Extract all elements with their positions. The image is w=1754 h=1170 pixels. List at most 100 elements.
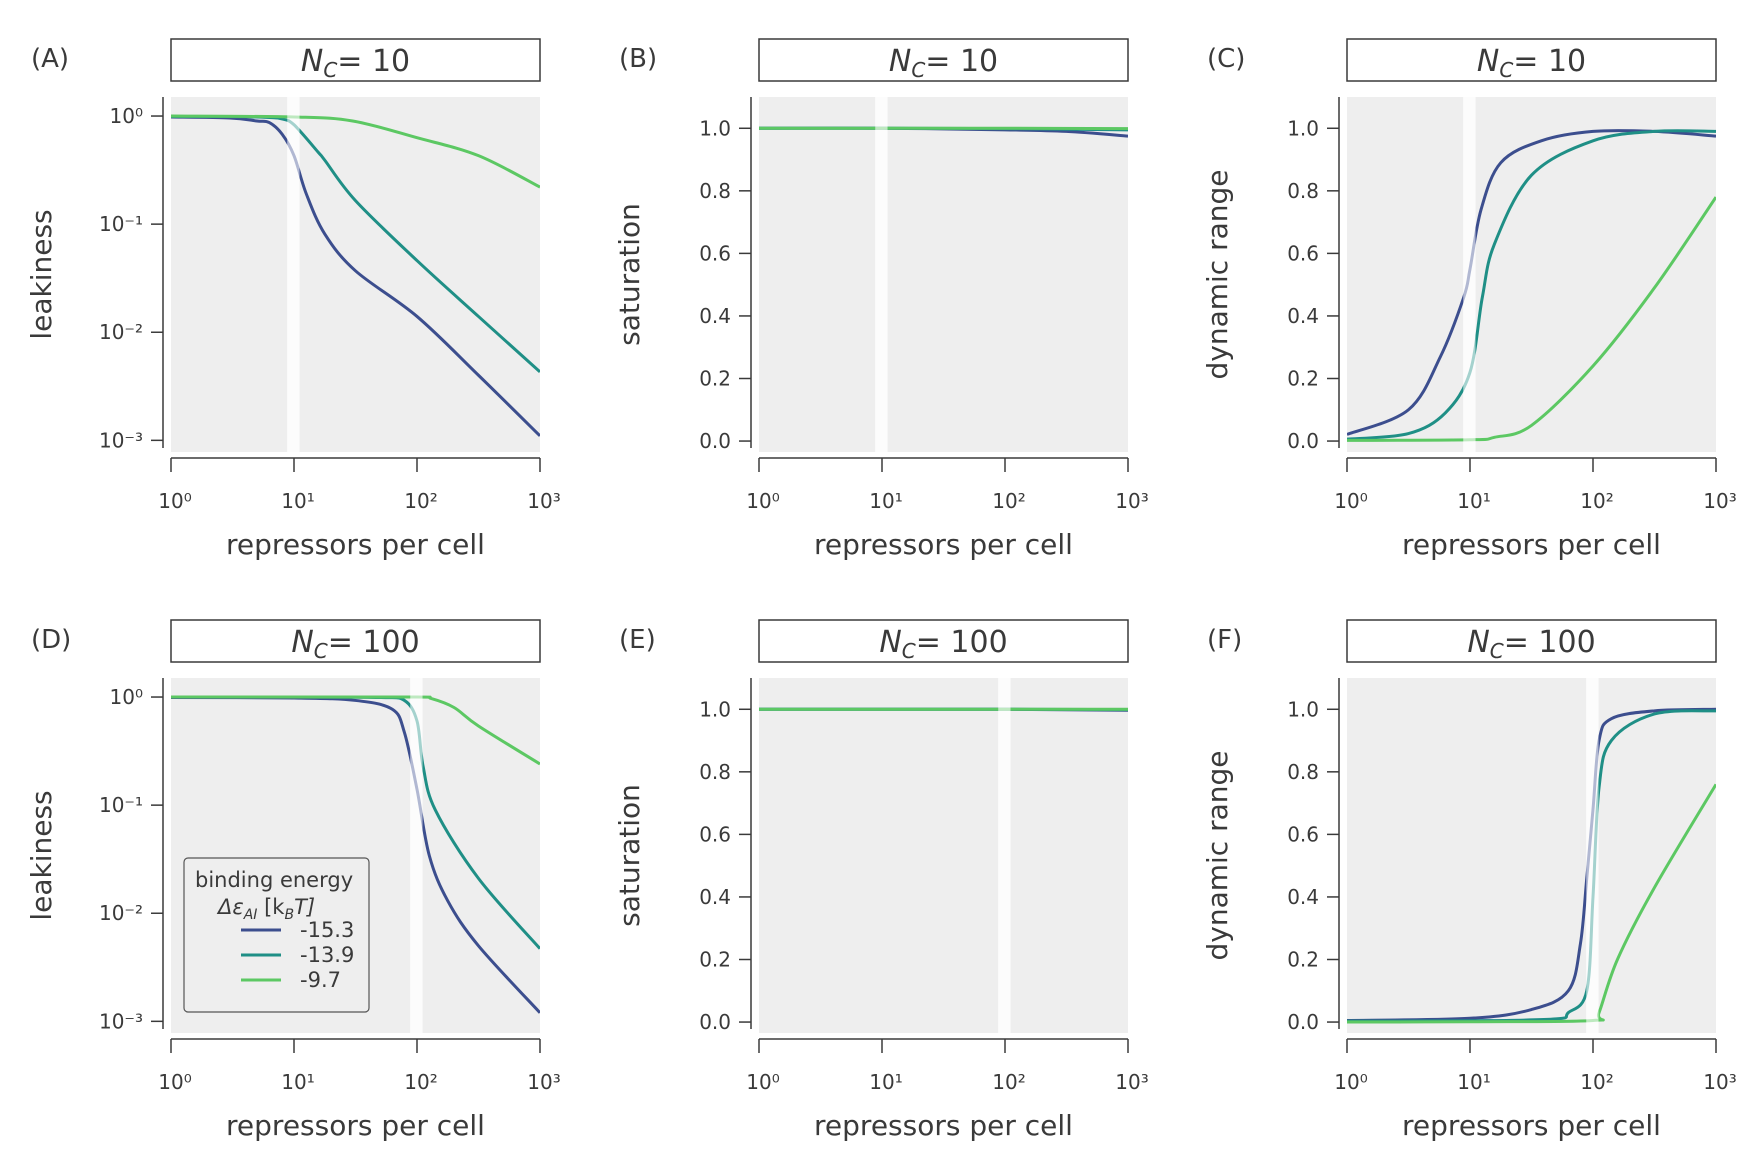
highlight-overlay xyxy=(998,678,1011,1033)
highlight-overlay xyxy=(1586,678,1599,1033)
title-subscript: C xyxy=(1499,58,1513,82)
x-tick-label: 10³ xyxy=(1115,489,1148,513)
x-axis-label: repressors per cell xyxy=(1402,1109,1661,1142)
y-tick-label: 0.6 xyxy=(699,241,731,265)
series-line--9.7 xyxy=(1347,196,1716,442)
title-subscript: C xyxy=(323,58,337,82)
x-tick-label: 10³ xyxy=(527,489,560,513)
x-tick-label: 10¹ xyxy=(1457,489,1490,513)
title-box xyxy=(758,619,1129,663)
legend-symbol: Δε xyxy=(216,895,244,919)
x-tick-label: 10⁰ xyxy=(746,489,779,513)
legend-entry-label: -13.9 xyxy=(300,943,354,967)
series-line--9.7 xyxy=(171,695,540,766)
x-tick-label: 10¹ xyxy=(869,1070,902,1094)
title-box xyxy=(1346,38,1717,82)
panel-letter: (A) xyxy=(31,44,69,74)
y-tick-label: 0.4 xyxy=(699,304,731,328)
y-tick-label: 0.8 xyxy=(1287,760,1319,784)
x-tick-label: 10⁰ xyxy=(1334,489,1367,513)
x-axis-label: repressors per cell xyxy=(814,528,1073,561)
x-tick-label: 10¹ xyxy=(869,489,902,513)
x-tick-label: 10² xyxy=(404,1070,437,1094)
title-value: = 10 xyxy=(337,44,410,79)
legend-entry-label: -9.7 xyxy=(300,968,341,992)
title-subscript: C xyxy=(1490,639,1504,663)
panel-e: (E) NC= 100 0.0 0.2 0.4 0.6 0.8 1.0 saturation 10… xyxy=(613,619,1149,1142)
x-tick-label: 10⁰ xyxy=(158,1070,191,1094)
y-tick-label: 0.8 xyxy=(699,760,731,784)
panel-title: NC= 10 xyxy=(301,44,410,82)
plot-background xyxy=(759,678,1128,1033)
y-axis-label: dynamic range xyxy=(1201,750,1234,960)
panel-d: (D) NC= 100 10⁰ 10⁻¹ 10⁻² 10⁻³ leakiness 10⁰ 10¹… xyxy=(25,619,561,1142)
series-line--15.3 xyxy=(171,115,540,437)
series-line--9.7 xyxy=(171,114,540,189)
y-axis-label: saturation xyxy=(613,203,646,346)
y-tick-label: 0.0 xyxy=(1287,1010,1319,1034)
highlight-overlay xyxy=(410,678,423,1033)
y-tick-label: 10⁻³ xyxy=(99,428,143,452)
title-symbol: N xyxy=(301,44,323,79)
panel-a: (A) NC= 10 10⁰ 10⁻¹ 10⁻² 10⁻³ leakiness 10⁰ 10¹ 1… xyxy=(25,38,561,561)
x-tick-label: 10¹ xyxy=(1457,1070,1490,1094)
title-subscript: C xyxy=(314,639,328,663)
title-symbol: N xyxy=(1467,625,1489,660)
y-tick-label: 0.2 xyxy=(699,366,731,390)
title-value: = 10 xyxy=(1513,44,1586,79)
panel-letter: (B) xyxy=(619,44,657,74)
legend-unit-close: T] xyxy=(294,895,315,919)
y-tick-label: 0.2 xyxy=(1287,947,1319,971)
x-tick-label: 10¹ xyxy=(281,1070,314,1094)
y-tick-label: 1.0 xyxy=(1287,116,1319,140)
title-symbol: N xyxy=(889,44,911,79)
y-axis-label: leakiness xyxy=(25,209,58,339)
panel-f: (F) NC= 100 0.0 0.2 0.4 0.6 0.8 1.0 dynamic rang… xyxy=(1201,619,1737,1142)
panel-title: NC= 100 xyxy=(1467,625,1595,663)
title-value: = 100 xyxy=(328,625,420,660)
x-axis-label: repressors per cell xyxy=(226,1109,485,1142)
x-axis-label: repressors per cell xyxy=(814,1109,1073,1142)
title-symbol: N xyxy=(1477,44,1499,79)
x-axis-label: repressors per cell xyxy=(226,528,485,561)
y-tick-label: 10⁰ xyxy=(110,685,143,709)
plot-background xyxy=(171,97,540,452)
y-tick-label: 0.2 xyxy=(1287,366,1319,390)
title-symbol: N xyxy=(291,625,313,660)
x-tick-label: 10¹ xyxy=(281,489,314,513)
title-value: = 10 xyxy=(925,44,998,79)
y-tick-label: 0.6 xyxy=(699,822,731,846)
plot-background xyxy=(759,97,1128,452)
x-tick-label: 10³ xyxy=(1115,1070,1148,1094)
legend-title: binding energy xyxy=(195,868,353,892)
y-tick-label: 1.0 xyxy=(699,697,731,721)
x-tick-label: 10⁰ xyxy=(1334,1070,1367,1094)
y-tick-label: 10⁻¹ xyxy=(99,212,143,236)
title-value: = 100 xyxy=(1504,625,1596,660)
panel-b: (B) NC= 10 0.0 0.2 0.4 0.6 0.8 1.0 saturation 10⁰… xyxy=(613,38,1149,561)
y-axis-label: dynamic range xyxy=(1201,169,1234,379)
legend-box xyxy=(183,857,370,1013)
title-box xyxy=(1346,619,1717,663)
legend: binding energy ΔεAI [kBT]-15.3-13.9-9.7 xyxy=(183,857,370,1013)
y-tick-label: 0.4 xyxy=(1287,304,1319,328)
y-tick-label: 1.0 xyxy=(1287,697,1319,721)
y-tick-label: 1.0 xyxy=(699,116,731,140)
title-value: = 100 xyxy=(916,625,1008,660)
highlight-overlay xyxy=(287,97,300,452)
y-axis-label: saturation xyxy=(613,784,646,927)
title-subscript: C xyxy=(902,639,916,663)
x-axis-label: repressors per cell xyxy=(1402,528,1661,561)
x-tick-label: 10³ xyxy=(527,1070,560,1094)
x-tick-label: 10⁰ xyxy=(746,1070,779,1094)
legend-unit-sub: B xyxy=(284,907,294,923)
legend-entry-label: -15.3 xyxy=(300,918,354,942)
plot-background xyxy=(1347,678,1716,1033)
panel-letter: (F) xyxy=(1207,625,1242,655)
legend-symbol-sub: AI xyxy=(243,907,258,923)
panel-letter: (E) xyxy=(619,625,656,655)
highlight-overlay xyxy=(875,97,888,452)
x-tick-label: 10² xyxy=(992,1070,1025,1094)
panel-letter: (C) xyxy=(1207,44,1245,74)
